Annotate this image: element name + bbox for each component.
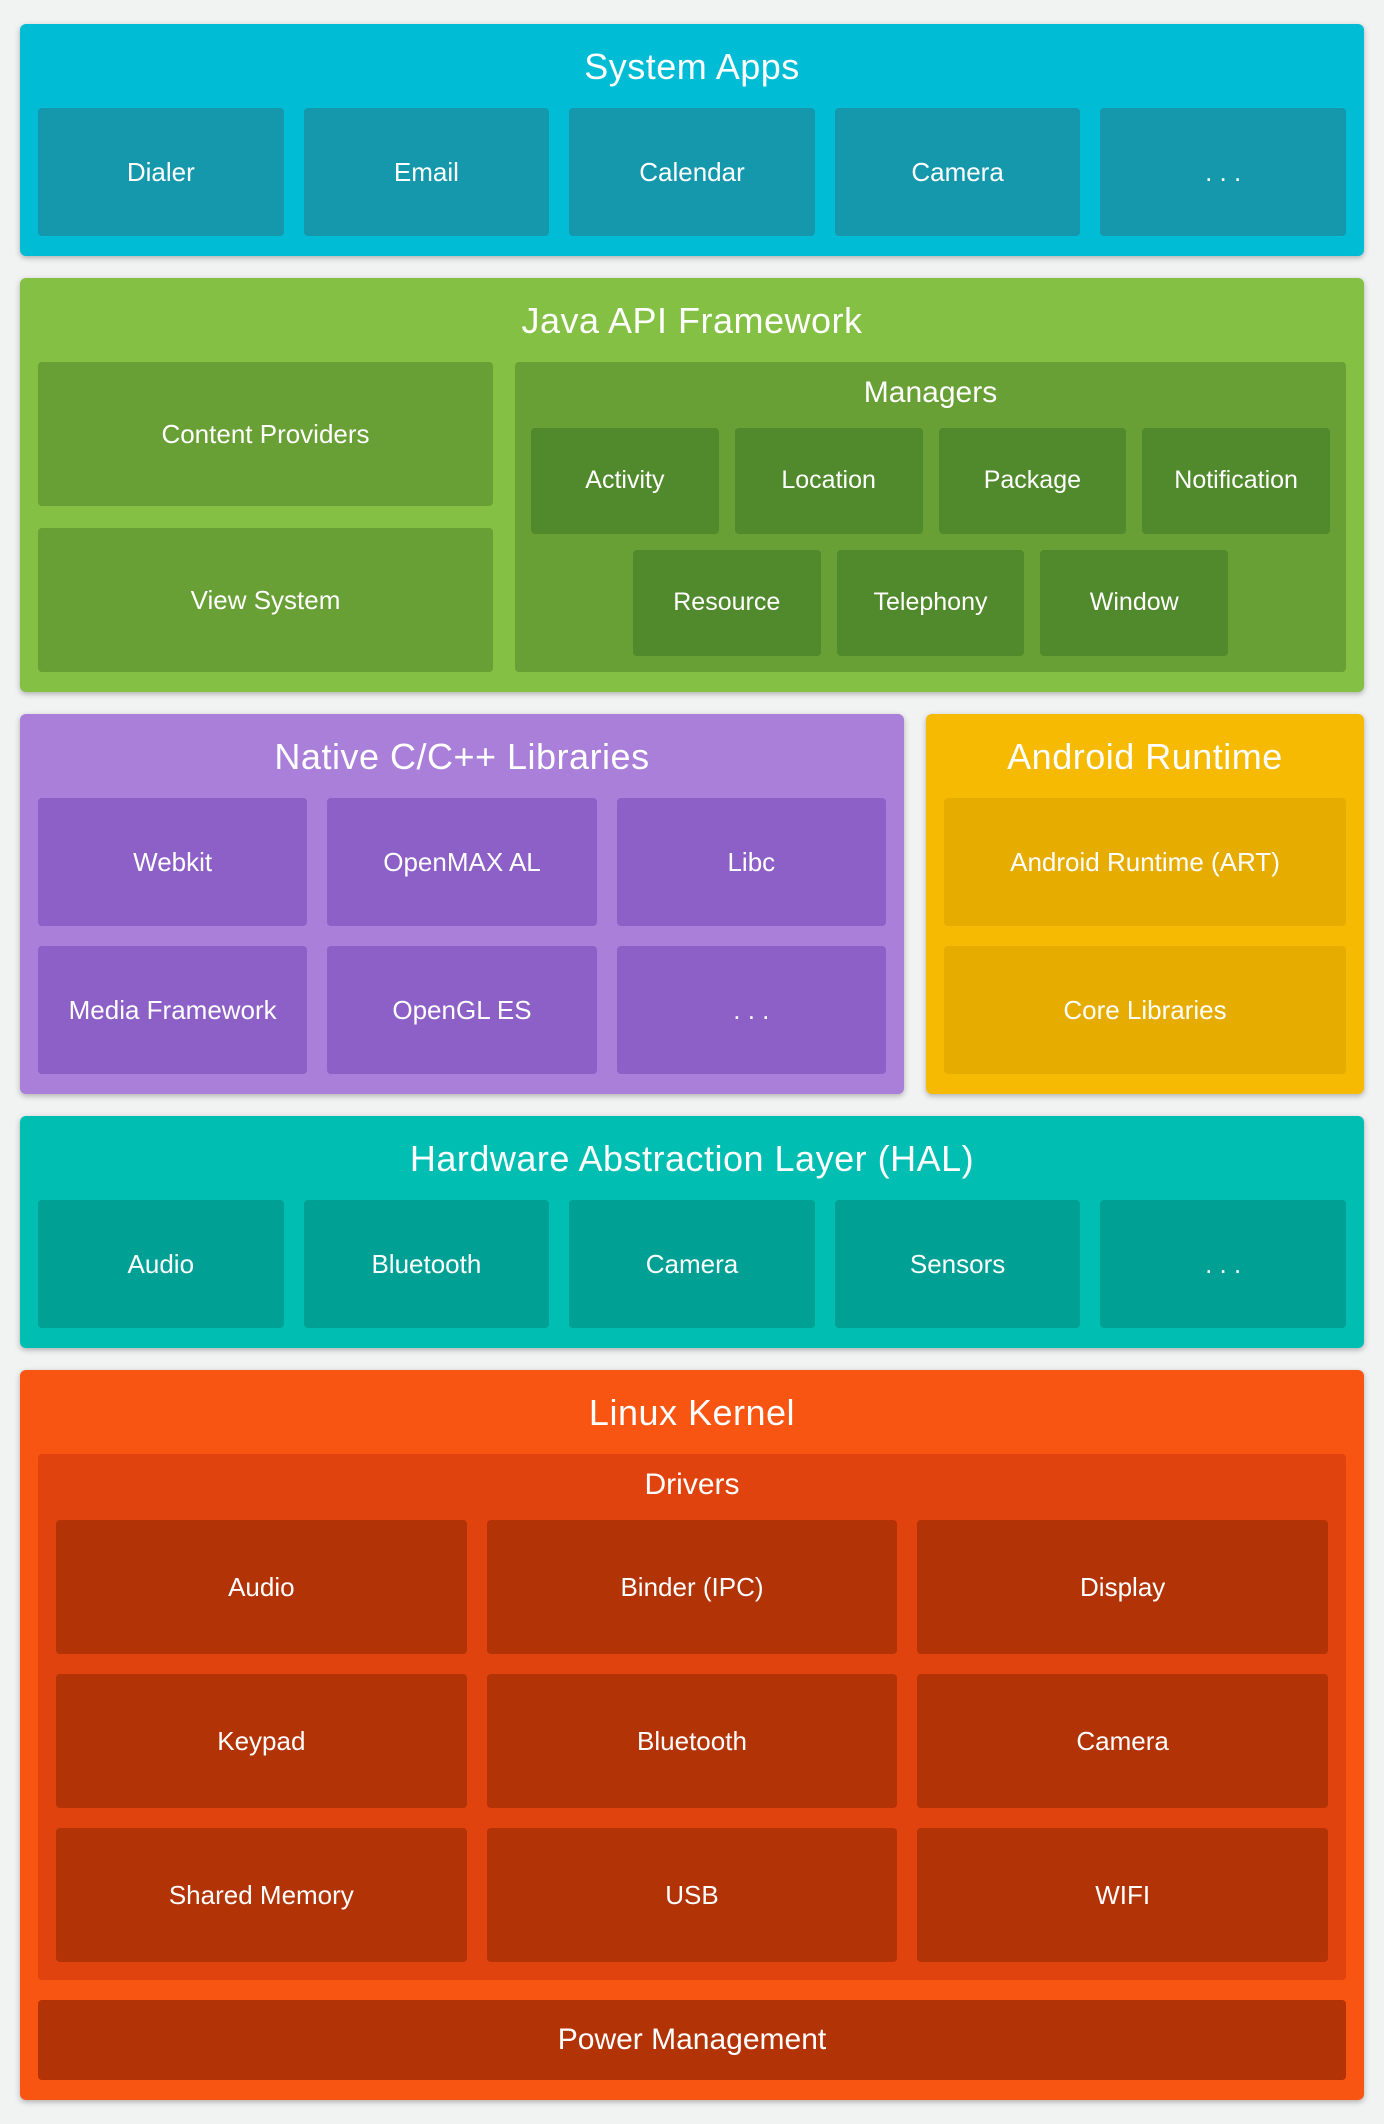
system-apps-item-email: Email (303, 108, 550, 236)
system-apps-item-dialer: Dialer (38, 108, 284, 236)
managers-row-1: Activity Location Package Notification (531, 428, 1330, 534)
driver-item-bluetooth: Bluetooth (486, 1674, 898, 1808)
manager-item-resource: Resource (632, 550, 821, 656)
driver-item-usb: USB (486, 1828, 898, 1962)
manager-item-telephony: Telephony (836, 550, 1025, 656)
android-runtime-column: Android Runtime (ART) Core Libraries (944, 798, 1346, 1074)
layer-system-apps: System Apps Dialer Email Calendar Camera… (20, 24, 1364, 256)
system-apps-title: System Apps (584, 46, 800, 87)
driver-item-keypad: Keypad (56, 1674, 467, 1808)
hal-item-sensors: Sensors (834, 1200, 1081, 1328)
system-apps-item-ellipsis: . . . (1100, 108, 1346, 236)
native-item-ellipsis: . . . (616, 946, 886, 1074)
managers-title: Managers (863, 376, 998, 409)
native-libraries-title: Native C/C++ Libraries (274, 736, 650, 777)
java-item-content-providers: Content Providers (38, 362, 493, 506)
java-item-view-system: View System (38, 528, 493, 672)
layer-hal: Hardware Abstraction Layer (HAL) Audio B… (20, 1116, 1364, 1348)
java-api-grid: Content Providers View System Managers A… (38, 362, 1346, 672)
native-item-media-framework: Media Framework (38, 946, 308, 1074)
manager-item-notification: Notification (1142, 428, 1330, 534)
runtime-item-core-libraries: Core Libraries (944, 946, 1346, 1074)
managers-container: Managers Activity Location Package Notif… (515, 362, 1346, 672)
hal-row: Audio Bluetooth Camera Sensors . . . (38, 1200, 1346, 1328)
android-runtime-title: Android Runtime (1007, 736, 1283, 777)
runtime-item-art: Android Runtime (ART) (944, 798, 1346, 926)
java-api-left-column: Content Providers View System (38, 362, 493, 672)
native-item-openmax-al: OpenMAX AL (327, 798, 597, 926)
layer-android-runtime: Android Runtime Android Runtime (ART) Co… (926, 714, 1364, 1094)
manager-item-package: Package (938, 428, 1127, 534)
power-management-bar: Power Management (38, 2000, 1346, 2080)
hal-item-audio: Audio (38, 1200, 284, 1328)
hal-item-bluetooth: Bluetooth (303, 1200, 550, 1328)
native-item-libc: Libc (616, 798, 886, 926)
driver-item-audio: Audio (56, 1520, 467, 1654)
native-item-opengl-es: OpenGL ES (327, 946, 597, 1074)
java-api-title: Java API Framework (521, 300, 863, 341)
driver-item-camera: Camera (917, 1674, 1328, 1808)
layer-linux-kernel: Linux Kernel Drivers Audio Binder (IPC) … (20, 1370, 1364, 2100)
manager-item-activity: Activity (531, 428, 719, 534)
hal-item-ellipsis: . . . (1100, 1200, 1346, 1328)
hal-item-camera: Camera (569, 1200, 815, 1328)
drivers-container: Drivers Audio Binder (IPC) Display Keypa… (38, 1454, 1346, 1980)
system-apps-row: Dialer Email Calendar Camera . . . (38, 108, 1346, 236)
native-runtime-split: Native C/C++ Libraries Webkit OpenMAX AL… (20, 714, 1364, 1094)
drivers-grid: Audio Binder (IPC) Display Keypad Blueto… (56, 1520, 1328, 1962)
drivers-title: Drivers (644, 1468, 740, 1501)
driver-item-display: Display (917, 1520, 1328, 1654)
layer-java-api-framework: Java API Framework Content Providers Vie… (20, 278, 1364, 692)
system-apps-item-camera: Camera (834, 108, 1081, 236)
layer-native-libraries: Native C/C++ Libraries Webkit OpenMAX AL… (20, 714, 904, 1094)
manager-item-location: Location (734, 428, 923, 534)
driver-item-binder-ipc: Binder (IPC) (486, 1520, 898, 1654)
system-apps-item-calendar: Calendar (569, 108, 815, 236)
native-libraries-grid: Webkit OpenMAX AL Libc Media Framework O… (38, 798, 886, 1074)
hal-title: Hardware Abstraction Layer (HAL) (409, 1138, 975, 1179)
driver-item-wifi: WIFI (917, 1828, 1328, 1962)
native-item-webkit: Webkit (38, 798, 308, 926)
manager-item-window: Window (1040, 550, 1229, 656)
managers-row-2: Resource Telephony Window (531, 550, 1330, 656)
driver-item-shared-memory: Shared Memory (56, 1828, 467, 1962)
linux-kernel-title: Linux Kernel (588, 1392, 796, 1433)
